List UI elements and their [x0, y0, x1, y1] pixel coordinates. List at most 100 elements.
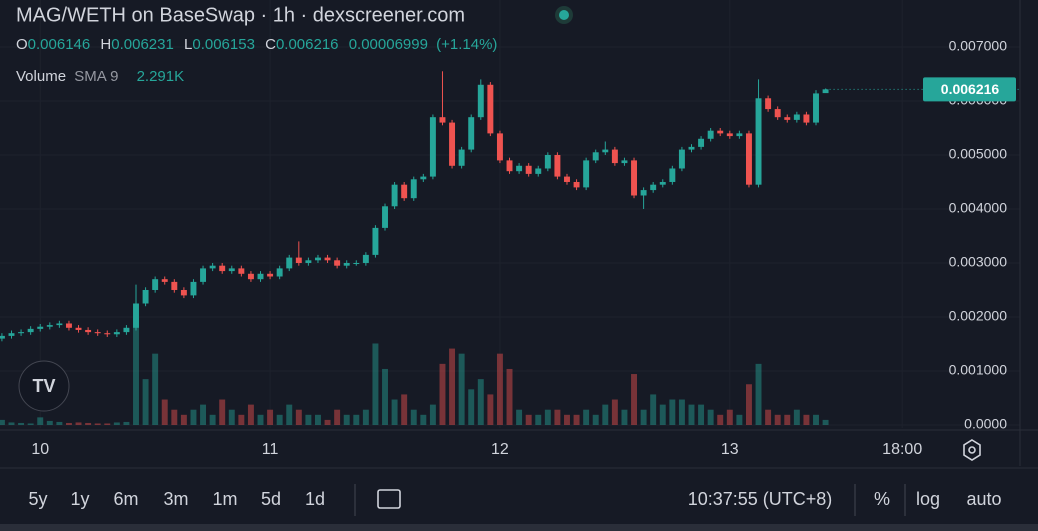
clock: 10:37:55 (UTC+8) — [688, 489, 833, 509]
tv-logo[interactable] — [18, 360, 70, 412]
volume-bar — [583, 409, 590, 425]
volume-sma: 2.291K — [137, 68, 185, 85]
candle-body — [707, 130, 714, 139]
volume-bar — [123, 421, 130, 425]
volume-bar — [190, 409, 197, 425]
scale-option[interactable]: % — [874, 489, 890, 509]
h-value: 0.006231 — [111, 36, 174, 53]
candle-body — [640, 190, 647, 196]
volume-bar — [717, 414, 724, 425]
volume-bar — [65, 422, 72, 425]
candle-body — [295, 257, 302, 263]
h-label: H — [100, 36, 111, 53]
volume-bar — [257, 414, 264, 425]
volume-bar — [650, 394, 657, 425]
candle-body — [506, 160, 513, 172]
y-tick-label: 0.003000 — [949, 254, 1008, 270]
volume-bar — [525, 414, 532, 425]
volume-bar — [564, 414, 570, 425]
candle-body — [104, 333, 111, 335]
candle-body — [410, 179, 417, 199]
volume-bar — [334, 409, 341, 425]
volume-bar — [774, 414, 781, 425]
candle-body — [46, 325, 53, 327]
volume-bar — [401, 394, 408, 425]
chart-title: MAG/WETH on BaseSwap · 1h · dexscreener.… — [16, 4, 465, 26]
candle-body — [583, 160, 590, 188]
volume-bar — [535, 414, 542, 425]
volume-bar — [276, 414, 283, 425]
volume-bar — [104, 423, 111, 425]
l-value: 0.006153 — [192, 36, 255, 53]
candle-body — [180, 289, 187, 296]
candle-body — [516, 165, 523, 172]
volume-bar — [152, 353, 159, 425]
volume-bar — [219, 399, 226, 425]
date-range-icon[interactable] — [377, 489, 401, 509]
y-tick-label: 0.005000 — [949, 146, 1008, 162]
range-button[interactable]: 1y — [70, 489, 89, 509]
range-button[interactable]: 6m — [113, 489, 138, 509]
volume-bar — [142, 379, 149, 425]
volume-bar — [228, 409, 235, 425]
volume-bar — [458, 353, 465, 425]
range-button[interactable]: 5d — [261, 489, 281, 509]
y-tick-label: 0.004000 — [949, 200, 1008, 216]
candle-body — [190, 281, 197, 296]
candle-body — [94, 332, 101, 334]
volume-bar — [793, 409, 800, 425]
volume-bar — [803, 414, 810, 425]
candle-body — [535, 168, 542, 174]
candle-body — [698, 138, 705, 147]
candle-body — [56, 323, 63, 326]
candle-body — [813, 93, 819, 123]
volume-bar — [726, 409, 733, 425]
candle-body — [286, 257, 293, 269]
candle-body — [784, 117, 791, 120]
candle-body — [678, 149, 685, 169]
volume-bar — [602, 404, 609, 425]
volume-bar — [468, 389, 475, 425]
volume-bar — [736, 414, 743, 425]
volume-bar — [238, 414, 245, 425]
volume-bar — [765, 409, 772, 425]
candle-body — [659, 181, 666, 185]
scale-option[interactable]: log — [916, 489, 940, 509]
volume-bar — [161, 399, 168, 425]
o-label: O — [16, 36, 28, 53]
scale-option[interactable]: auto — [966, 489, 1001, 509]
volume-bar — [573, 414, 580, 425]
volume-bar — [113, 422, 120, 425]
volume-bar — [209, 414, 216, 425]
candle-body — [238, 268, 245, 274]
volume-bar — [27, 423, 34, 425]
c-label: C — [265, 36, 276, 53]
volume-bar — [410, 409, 417, 425]
range-button[interactable]: 1d — [305, 489, 325, 509]
candle-body — [496, 133, 503, 161]
volume-bar — [75, 422, 82, 425]
candle-body — [113, 332, 120, 335]
volume-bar — [745, 384, 752, 425]
volume-bar — [755, 363, 762, 425]
candle-body — [755, 98, 762, 185]
candle-body — [822, 89, 829, 94]
candle-body — [439, 117, 446, 123]
settings-icon-center — [968, 446, 976, 454]
candle-body — [477, 84, 484, 118]
volume-bar — [678, 399, 685, 425]
candle-body — [267, 273, 274, 277]
range-button[interactable]: 3m — [163, 489, 188, 509]
volume-bar — [621, 409, 628, 425]
settings-icon[interactable] — [963, 439, 981, 461]
range-button[interactable]: 5y — [28, 489, 47, 509]
candle-body — [247, 273, 254, 280]
volume-bar — [18, 422, 25, 425]
candle-body — [123, 327, 130, 333]
range-button[interactable]: 1m — [212, 489, 237, 509]
volume-bar — [247, 404, 254, 425]
candle-body — [401, 184, 408, 199]
candle-body — [65, 323, 72, 328]
candle-body — [525, 165, 532, 174]
